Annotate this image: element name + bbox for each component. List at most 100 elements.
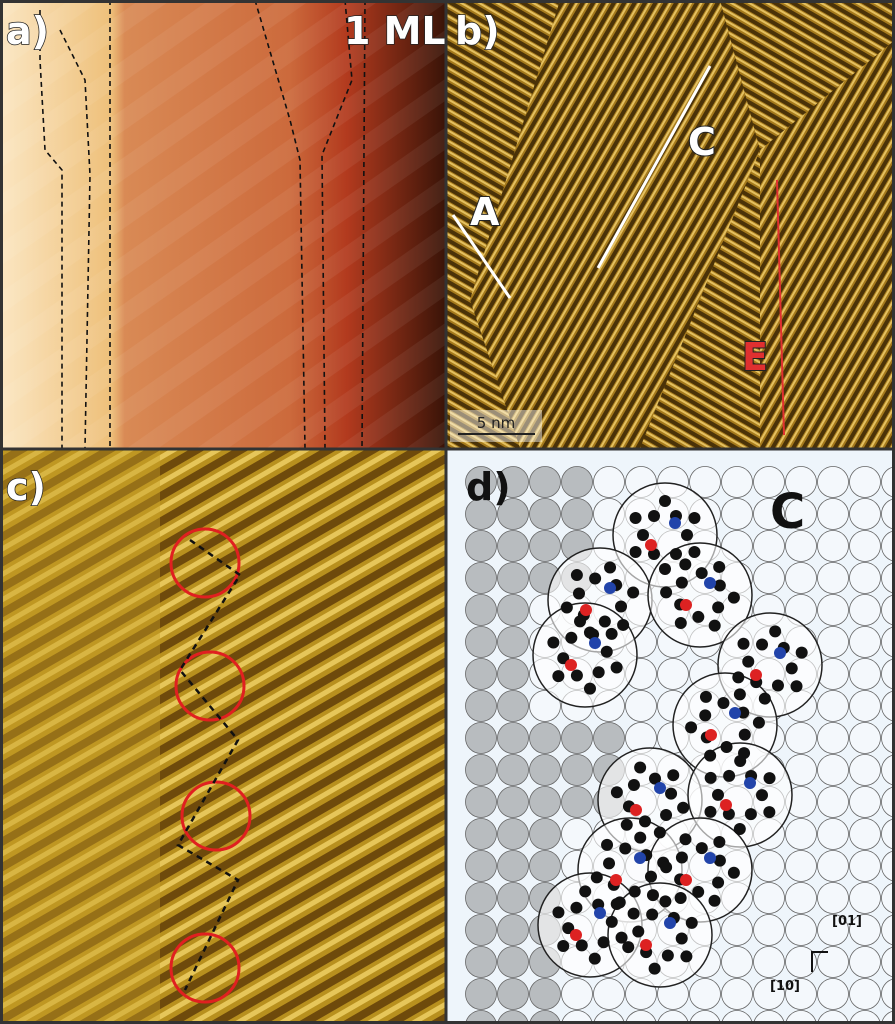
substrate-atom xyxy=(753,562,785,594)
atom-n xyxy=(589,637,601,649)
atom xyxy=(579,885,592,898)
substrate-atom xyxy=(497,850,529,882)
atom xyxy=(712,876,725,889)
atom-o xyxy=(720,799,732,811)
substrate-atom xyxy=(849,978,881,1010)
substrate-atom xyxy=(785,914,817,946)
substrate-atom xyxy=(881,850,895,882)
substrate-atom xyxy=(689,978,721,1010)
substrate-atom xyxy=(593,466,625,498)
atom xyxy=(604,561,617,574)
atom xyxy=(605,915,618,928)
atom xyxy=(622,941,635,954)
atom xyxy=(679,558,692,571)
atom xyxy=(574,615,587,628)
substrate-atom xyxy=(465,914,497,946)
atom xyxy=(667,769,680,782)
atom-o xyxy=(640,939,652,951)
shade xyxy=(0,450,160,1024)
substrate-atom xyxy=(497,594,529,626)
atom xyxy=(660,809,673,822)
substrate-atom xyxy=(849,530,881,562)
atom xyxy=(734,755,747,768)
domain-label: C xyxy=(688,120,716,164)
atom-n xyxy=(704,852,716,864)
atom xyxy=(620,818,633,831)
panel-label: d) xyxy=(466,465,511,509)
atom xyxy=(695,842,708,855)
panel-b: A C E 5 nm b) xyxy=(447,0,895,448)
atom xyxy=(572,587,585,600)
atom xyxy=(763,806,776,819)
atom xyxy=(570,669,583,682)
substrate-atom xyxy=(817,594,849,626)
atom xyxy=(675,851,688,864)
atom xyxy=(723,769,736,782)
atom xyxy=(598,615,611,628)
substrate-atom xyxy=(753,914,785,946)
panel-label: b) xyxy=(455,9,500,53)
atom xyxy=(552,906,565,919)
atom xyxy=(646,908,659,921)
substrate-atom xyxy=(849,818,881,850)
substrate-atom xyxy=(817,626,849,658)
atom-n xyxy=(669,517,681,529)
panel-a: a) 1 ML xyxy=(0,0,445,448)
atom xyxy=(699,709,712,722)
scale-bar-bg xyxy=(450,410,542,442)
substrate-atom xyxy=(785,498,817,530)
atom xyxy=(712,601,725,614)
substrate-atom xyxy=(817,818,849,850)
substrate-atom xyxy=(465,946,497,978)
atom xyxy=(727,866,740,879)
substrate-atom xyxy=(721,978,753,1010)
substrate-atom xyxy=(881,946,895,978)
molecules xyxy=(532,482,823,988)
substrate-atom xyxy=(817,498,849,530)
substrate-atom xyxy=(817,562,849,594)
substrate-atom xyxy=(465,530,497,562)
atom xyxy=(659,895,672,908)
atom-o xyxy=(680,874,692,886)
atom xyxy=(592,666,605,679)
substrate-atom xyxy=(817,754,849,786)
substrate-atom xyxy=(497,882,529,914)
atom xyxy=(557,652,570,665)
atom xyxy=(632,925,645,938)
substrate-atom xyxy=(817,690,849,722)
substrate-atom xyxy=(881,466,895,498)
atom xyxy=(713,836,726,849)
step-edges xyxy=(39,0,366,448)
atom xyxy=(629,512,642,524)
atom xyxy=(565,631,578,644)
substrate-atom xyxy=(881,658,895,690)
substrate-atom xyxy=(561,978,593,1010)
atom-n xyxy=(634,852,646,864)
atom xyxy=(627,586,640,599)
atom xyxy=(639,815,652,828)
substrate-atom xyxy=(529,498,561,530)
substrate-atom xyxy=(497,754,529,786)
substrate-atom xyxy=(817,914,849,946)
substrate-atom xyxy=(881,594,895,626)
substrate-atom xyxy=(785,818,817,850)
atom xyxy=(713,560,726,573)
atom xyxy=(588,952,601,965)
substrate-atom xyxy=(817,1010,849,1024)
substrate-atom xyxy=(497,946,529,978)
substrate-atom xyxy=(497,658,529,690)
substrate-atom xyxy=(465,882,497,914)
atom xyxy=(583,682,596,695)
substrate-atom xyxy=(785,946,817,978)
substrate-atom xyxy=(849,466,881,498)
substrate-atom xyxy=(881,498,895,530)
substrate-atom xyxy=(529,690,561,722)
substrate-atom xyxy=(817,850,849,882)
substrate-atom xyxy=(881,754,895,786)
substrate-atom xyxy=(497,626,529,658)
atom xyxy=(695,567,708,580)
atom-n xyxy=(704,577,716,589)
direction-label: [01] xyxy=(832,914,862,929)
substrate-atom xyxy=(465,818,497,850)
